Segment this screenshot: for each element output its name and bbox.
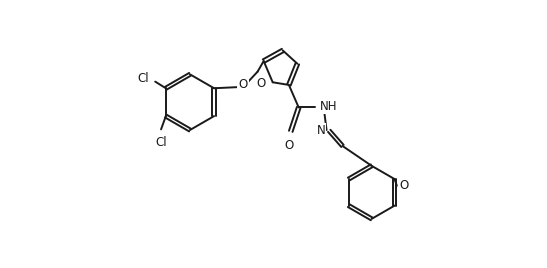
Text: O: O: [257, 77, 266, 90]
Text: N: N: [317, 124, 325, 136]
Text: NH: NH: [320, 100, 337, 113]
Text: O: O: [399, 179, 409, 192]
Text: Cl: Cl: [138, 72, 149, 85]
Text: Cl: Cl: [155, 136, 167, 149]
Text: O: O: [238, 79, 248, 91]
Text: O: O: [285, 139, 294, 152]
